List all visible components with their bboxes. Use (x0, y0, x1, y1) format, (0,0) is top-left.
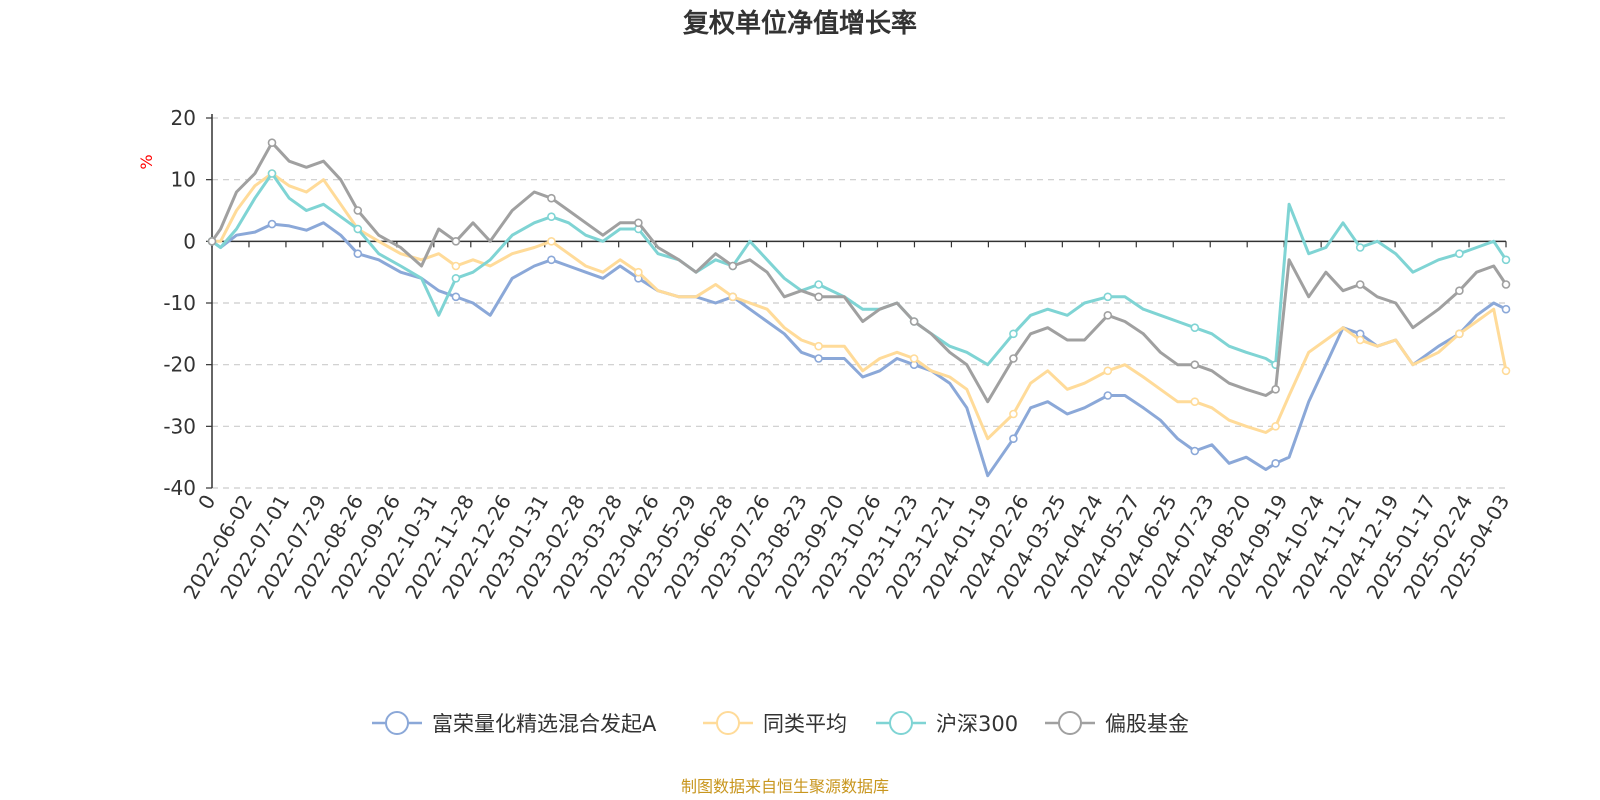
data-point (267, 219, 277, 229)
data-point (547, 255, 556, 265)
data-point (1009, 434, 1018, 444)
y-tick-label: -10 (163, 291, 196, 315)
legend: 富荣量化精选混合发起A 同类平均 沪深300 偏股基金 (372, 711, 1189, 736)
data-point (1190, 323, 1200, 333)
data-point (547, 193, 556, 203)
legend-label: 富荣量化精选混合发起A (432, 712, 657, 736)
data-point (451, 273, 461, 283)
y-tick-label: 0 (183, 229, 196, 253)
data-point (814, 280, 823, 289)
data-point (634, 267, 643, 277)
gridlines (212, 117, 1506, 489)
data-point (634, 218, 643, 228)
data-point (1355, 280, 1365, 289)
data-point (1271, 458, 1280, 468)
data-point (1103, 366, 1113, 376)
data-point (909, 317, 919, 326)
data-point (1190, 397, 1200, 407)
data-point (1501, 304, 1511, 314)
data-point (909, 354, 919, 363)
data-point (1455, 286, 1464, 296)
y-axis-unit: % (137, 154, 156, 169)
legend-item-4: 偏股基金 (1045, 711, 1189, 736)
series-line (210, 172, 1508, 441)
legend-marker (1058, 711, 1082, 735)
data-point (814, 292, 823, 302)
data-point (1103, 391, 1113, 400)
data-point (267, 169, 277, 178)
data-point (1190, 360, 1200, 370)
data-point (1271, 421, 1280, 431)
y-tick-label: -30 (163, 414, 196, 438)
legend-label: 同类平均 (763, 712, 847, 736)
y-tick-label: 10 (171, 168, 196, 192)
x-tick-label: 0 (193, 491, 220, 514)
y-tick-label: 20 (171, 106, 196, 130)
legend-marker (889, 711, 913, 735)
data-point (451, 237, 461, 246)
data-point (1355, 243, 1365, 252)
data-point (207, 237, 217, 246)
legend-item-3: 沪深300 (876, 711, 1018, 736)
data-point (814, 354, 823, 363)
legend-item-1: 富荣量化精选混合发起A (372, 711, 657, 736)
legend-item-2: 同类平均 (703, 711, 847, 736)
data-point (1009, 354, 1018, 363)
axes: 20100-10-20-30-4002022-06-022022-07-0120… (163, 106, 1514, 603)
data-point (451, 292, 461, 302)
data-source-note: 制图数据来自恒生聚源数据库 (681, 777, 889, 796)
data-point (1190, 446, 1200, 456)
data-point (451, 261, 461, 271)
y-tick-label: -20 (163, 353, 196, 377)
data-point (1271, 384, 1280, 394)
data-point (1103, 292, 1113, 302)
data-point (1009, 329, 1018, 339)
legend-marker (716, 711, 740, 735)
data-point (547, 212, 556, 221)
series-lines (207, 138, 1511, 478)
data-point (353, 206, 363, 215)
data-point (1501, 280, 1511, 289)
data-point (1009, 409, 1018, 419)
data-point (814, 341, 823, 351)
series-3 (207, 169, 1511, 370)
chart-title: 复权单位净值增长率 (683, 8, 917, 39)
series-line (210, 141, 1508, 404)
data-point (728, 261, 738, 271)
legend-marker (385, 711, 409, 735)
data-point (1501, 366, 1511, 376)
legend-label: 偏股基金 (1105, 712, 1189, 736)
series-4 (207, 138, 1511, 404)
data-point (353, 249, 363, 258)
data-point (1501, 255, 1511, 265)
data-point (1103, 310, 1113, 320)
data-point (1455, 329, 1464, 339)
data-point (1455, 249, 1464, 258)
data-point (1355, 335, 1365, 345)
legend-label: 沪深300 (936, 712, 1018, 736)
data-point (547, 237, 556, 246)
data-point (728, 292, 738, 302)
y-tick-label: -40 (163, 476, 196, 500)
series-2 (207, 169, 1511, 441)
data-point (267, 138, 277, 147)
series-line (210, 172, 1508, 367)
data-point (353, 224, 363, 234)
